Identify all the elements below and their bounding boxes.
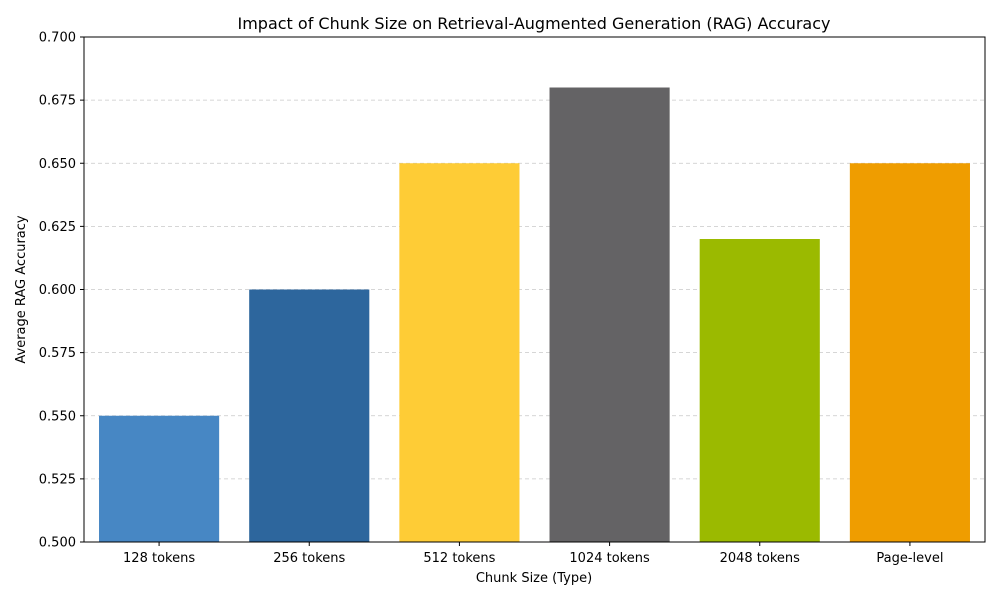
bars (99, 87, 970, 542)
x-tick-label: 1024 tokens (569, 551, 650, 566)
y-tick-label: 0.575 (39, 346, 76, 361)
y-tick-label: 0.675 (39, 94, 76, 109)
y-tick-label: 0.700 (39, 31, 76, 46)
y-tick-label: 0.650 (39, 157, 76, 172)
bar-512-tokens (399, 163, 520, 542)
y-tick-label: 0.525 (39, 472, 76, 487)
gridlines (84, 99, 985, 480)
y-axis-ticks: 0.500 0.525 0.550 0.575 0.600 0.625 0.650 0.675… (39, 31, 84, 551)
x-tick-label: 128 tokens (123, 551, 195, 566)
chart-title: Impact of Chunk Size on Retrieval-Augmen… (237, 14, 830, 33)
bar-128-tokens (99, 415, 220, 542)
bar-1024-tokens (549, 87, 670, 542)
x-axis-label: Chunk Size (Type) (476, 571, 592, 586)
x-tick-label: 512 tokens (423, 551, 495, 566)
y-axis-label: Average RAG Accuracy (14, 215, 29, 364)
x-tick-label: 2048 tokens (720, 551, 801, 566)
x-axis-ticks: 128 tokens 256 tokens 512 tokens 1024 token… (123, 542, 943, 566)
bar-page-level (849, 163, 970, 542)
y-tick-label: 0.500 (39, 536, 76, 551)
bar-2048-tokens (699, 239, 820, 542)
y-tick-label: 0.600 (39, 283, 76, 298)
y-tick-label: 0.550 (39, 409, 76, 424)
x-tick-label: 256 tokens (273, 551, 345, 566)
plot-frame (83, 36, 986, 543)
bar-256-tokens (249, 289, 370, 542)
x-tick-label: Page-level (876, 551, 943, 566)
y-tick-label: 0.625 (39, 220, 76, 235)
